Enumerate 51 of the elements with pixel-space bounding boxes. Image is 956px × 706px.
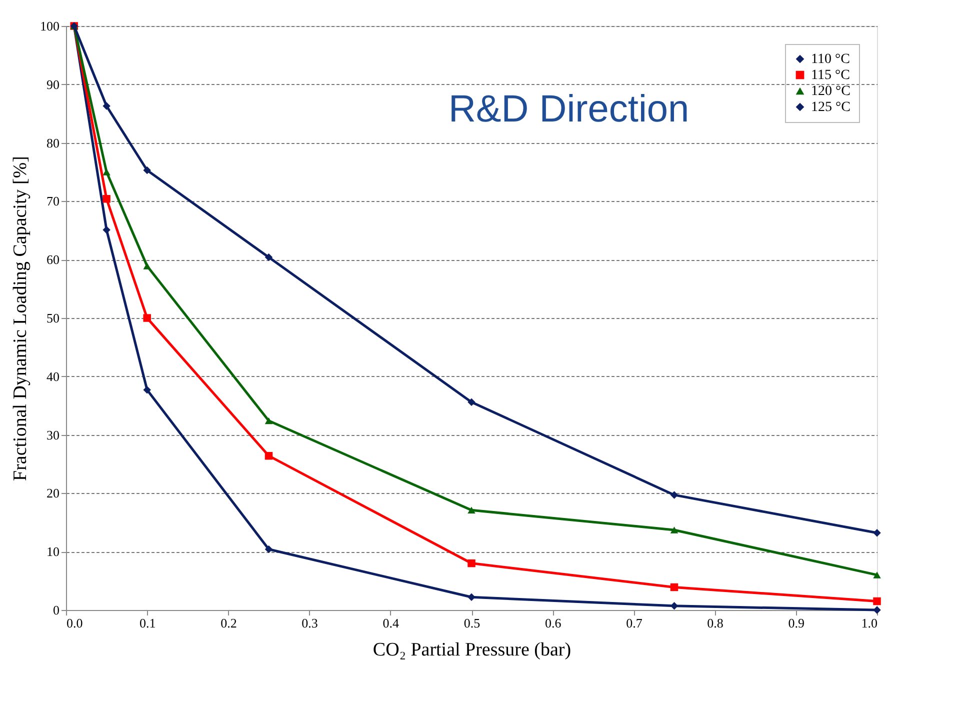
y-tick-label: 60 <box>46 252 60 268</box>
y-tick-label: 90 <box>46 76 60 92</box>
x-tick-label: 0.6 <box>544 616 562 630</box>
point <box>670 491 678 499</box>
point <box>102 168 110 176</box>
point <box>143 262 151 270</box>
y-tick-label: 40 <box>46 368 60 384</box>
point <box>873 597 881 606</box>
x-tick-label: 0.9 <box>788 616 805 630</box>
point <box>264 253 273 262</box>
x-tick-label: 1.0 <box>861 616 878 630</box>
x-tick-label: 0.5 <box>464 616 480 630</box>
point <box>143 166 151 174</box>
legend-label: 115 °C <box>811 68 850 83</box>
point <box>670 526 678 534</box>
y-tick-label: 70 <box>46 194 60 209</box>
y-tick-label: 0 <box>53 602 60 618</box>
y-tick-label: 10 <box>46 544 60 560</box>
legend-label: 120 °C <box>811 84 850 99</box>
point <box>102 226 110 234</box>
point <box>102 102 110 110</box>
x-tick-label: 0.2 <box>220 616 237 630</box>
x-axis-title: CO₂ Partial Pressure (bar) <box>372 640 572 660</box>
point <box>264 417 273 424</box>
y-tick-label: 100 <box>40 18 60 34</box>
x-tick-label: 0.0 <box>66 616 83 630</box>
point <box>873 572 881 578</box>
x-tick-label: 0.8 <box>707 616 724 630</box>
annotation: R&D Direction <box>448 88 690 131</box>
point <box>264 452 273 460</box>
y-axis-title: Fractional Dynamic Loading Capacity [%] <box>10 156 31 482</box>
point <box>102 194 110 203</box>
x-tick-label: 0.3 <box>302 616 318 630</box>
y-tick-label: 80 <box>46 135 60 150</box>
x-tick-label: 0.4 <box>382 616 400 630</box>
point <box>143 386 151 394</box>
point <box>468 559 476 568</box>
y-tick-label: 20 <box>46 486 60 501</box>
point <box>143 314 151 322</box>
point <box>468 398 476 406</box>
point <box>873 529 881 537</box>
y-tick-label: 50 <box>46 310 60 326</box>
y-tick-label: 30 <box>46 427 60 442</box>
point <box>468 506 476 514</box>
legend-label: 125 °C <box>811 100 850 115</box>
point <box>468 593 476 602</box>
x-tick-label: 0.1 <box>139 616 156 630</box>
x-tick-label: 0.7 <box>626 616 643 630</box>
legend-label: 110 °C <box>811 52 850 67</box>
point <box>670 583 678 592</box>
point <box>264 545 273 554</box>
